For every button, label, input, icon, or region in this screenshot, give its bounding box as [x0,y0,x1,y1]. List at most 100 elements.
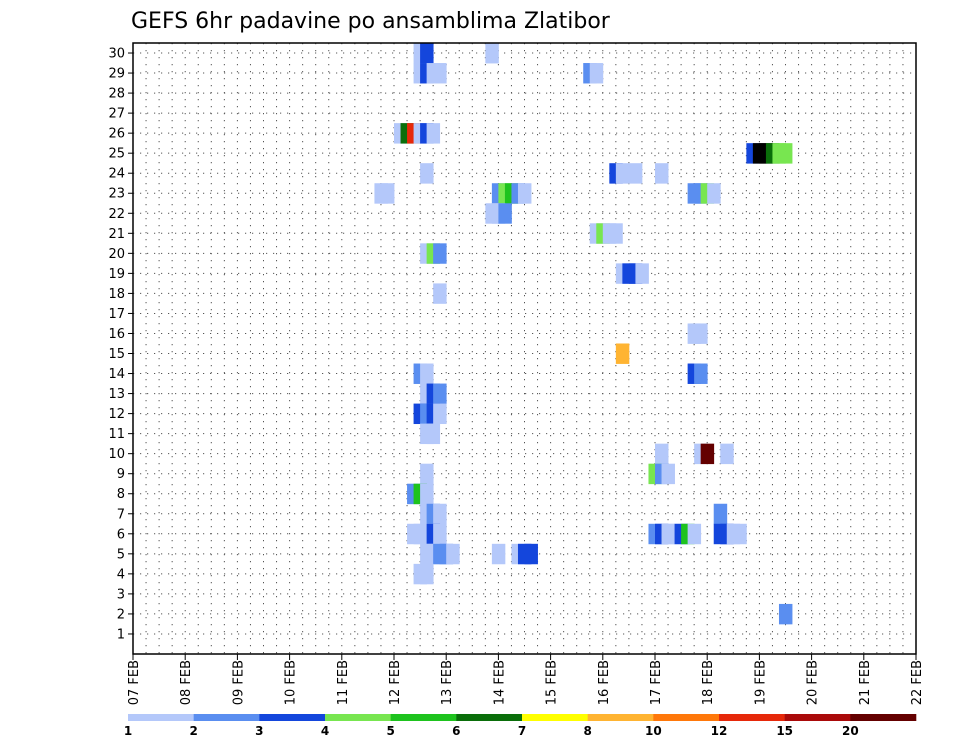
heatmap-cell [628,163,643,184]
y-tick-label: 14 [108,367,125,382]
x-tick-label: 16 FEB [597,660,612,705]
heatmap-cell [433,63,447,84]
colorbar-swatch [325,714,391,721]
heatmap-cell [433,503,447,525]
heatmap-cell [433,383,447,404]
y-tick-label: 2 [117,607,125,622]
x-tick-label: 17 FEB [649,660,664,705]
heatmap-cell [778,143,793,164]
y-tick-label: 5 [117,547,125,562]
colorbar-label: 3 [255,724,263,738]
heatmap-cell [778,603,793,625]
x-tick-label: 20 FEB [806,660,821,705]
heatmap-cell [420,363,434,384]
colorbar-swatch [850,714,917,721]
heatmap-cells [374,43,793,625]
colorbar-swatch [193,714,260,721]
colorbar-label: 7 [518,724,526,738]
colorbar-label: 2 [189,724,197,738]
heatmap-cell [517,183,532,204]
colorbar-swatch [719,714,785,721]
x-tick-label: 07 FEB [127,660,142,705]
heatmap-cell [433,403,447,425]
x-tick-label: 21 FEB [858,660,873,705]
y-tick-label: 29 [108,67,125,82]
plot-frame [132,42,917,655]
y-tick-label: 17 [108,307,125,322]
y-tick-label: 27 [108,107,125,122]
y-tick-label: 24 [108,167,125,182]
y-tick-label: 4 [117,567,125,582]
heatmap-cell [420,483,434,505]
y-tick-label: 12 [108,407,125,422]
heatmap-cell [498,203,512,224]
y-tick-label: 6 [117,527,125,542]
colorbar-swatch [128,714,194,721]
colorbar-swatch [587,714,654,721]
heatmap-cell [635,263,649,284]
heatmap-cell [700,443,715,465]
heatmap-cell [524,543,538,565]
x-tick-label: 09 FEB [231,660,246,705]
y-tick-label: 22 [108,207,125,222]
heatmap-cell [380,183,395,204]
y-tick-label: 16 [108,327,125,342]
x-tick-label: 11 FEB [336,660,351,705]
heatmap-cell [420,163,434,184]
colorbar-label: 8 [583,724,591,738]
colorbar-swatch [784,714,851,721]
x-tick-label: 08 FEB [179,660,194,705]
y-tick-label: 8 [117,487,125,502]
x-tick-label: 12 FEB [388,660,403,705]
heatmap-cell [426,423,441,445]
colorbar-swatch [522,714,588,721]
y-tick-label: 20 [108,247,125,262]
colorbar-swatch [390,714,457,721]
colorbar-swatch [456,714,523,721]
x-tick-label: 15 FEB [545,660,560,705]
colorbar-swatch [653,714,720,721]
y-tick-label: 28 [108,87,125,102]
heatmap-cell [655,443,669,465]
y-tick-label: 18 [108,287,125,302]
heatmap-cell [615,163,630,184]
colorbar-label: 15 [776,724,793,738]
y-tick-label: 10 [108,447,125,462]
colorbar-label: 1 [124,724,132,738]
heatmap-cell [661,463,675,485]
y-tick-label: 11 [108,427,125,442]
x-tick-label: 19 FEB [753,660,768,705]
y-tick-label: 21 [108,227,125,242]
y-tick-label: 3 [117,587,125,602]
heatmap-cell [589,63,604,84]
y-axis-ticks: 1234567891011121314151617181920212223242… [108,47,133,642]
colorbar-label: 10 [645,724,662,738]
y-tick-label: 19 [108,267,125,282]
heatmap-cell [713,503,728,525]
heatmap-cell [491,543,506,565]
x-tick-label: 14 FEB [492,660,507,705]
colorbar-label: 12 [711,724,728,738]
heatmap-cell [420,43,434,64]
colorbar-label: 6 [452,724,460,738]
heatmap-cell [707,183,721,204]
y-tick-label: 15 [108,347,125,362]
heatmap-cell [694,323,708,344]
y-tick-label: 13 [108,387,125,402]
colorbar-label: 4 [321,724,329,738]
x-tick-label: 10 FEB [284,660,299,705]
heatmap-cell [446,543,460,565]
heatmap-cell [485,43,499,64]
y-tick-label: 30 [108,47,125,62]
colorbar-label: 20 [842,724,859,738]
heatmap-cell [687,523,702,545]
y-tick-label: 26 [108,127,125,142]
heatmap-cell [655,163,669,184]
heatmap-cell [733,523,747,545]
x-tick-label: 22 FEB [910,660,925,705]
colorbar-swatch [259,714,326,721]
heatmap-cell [420,563,434,585]
y-tick-label: 1 [117,627,125,642]
heatmap-cell [420,463,434,485]
